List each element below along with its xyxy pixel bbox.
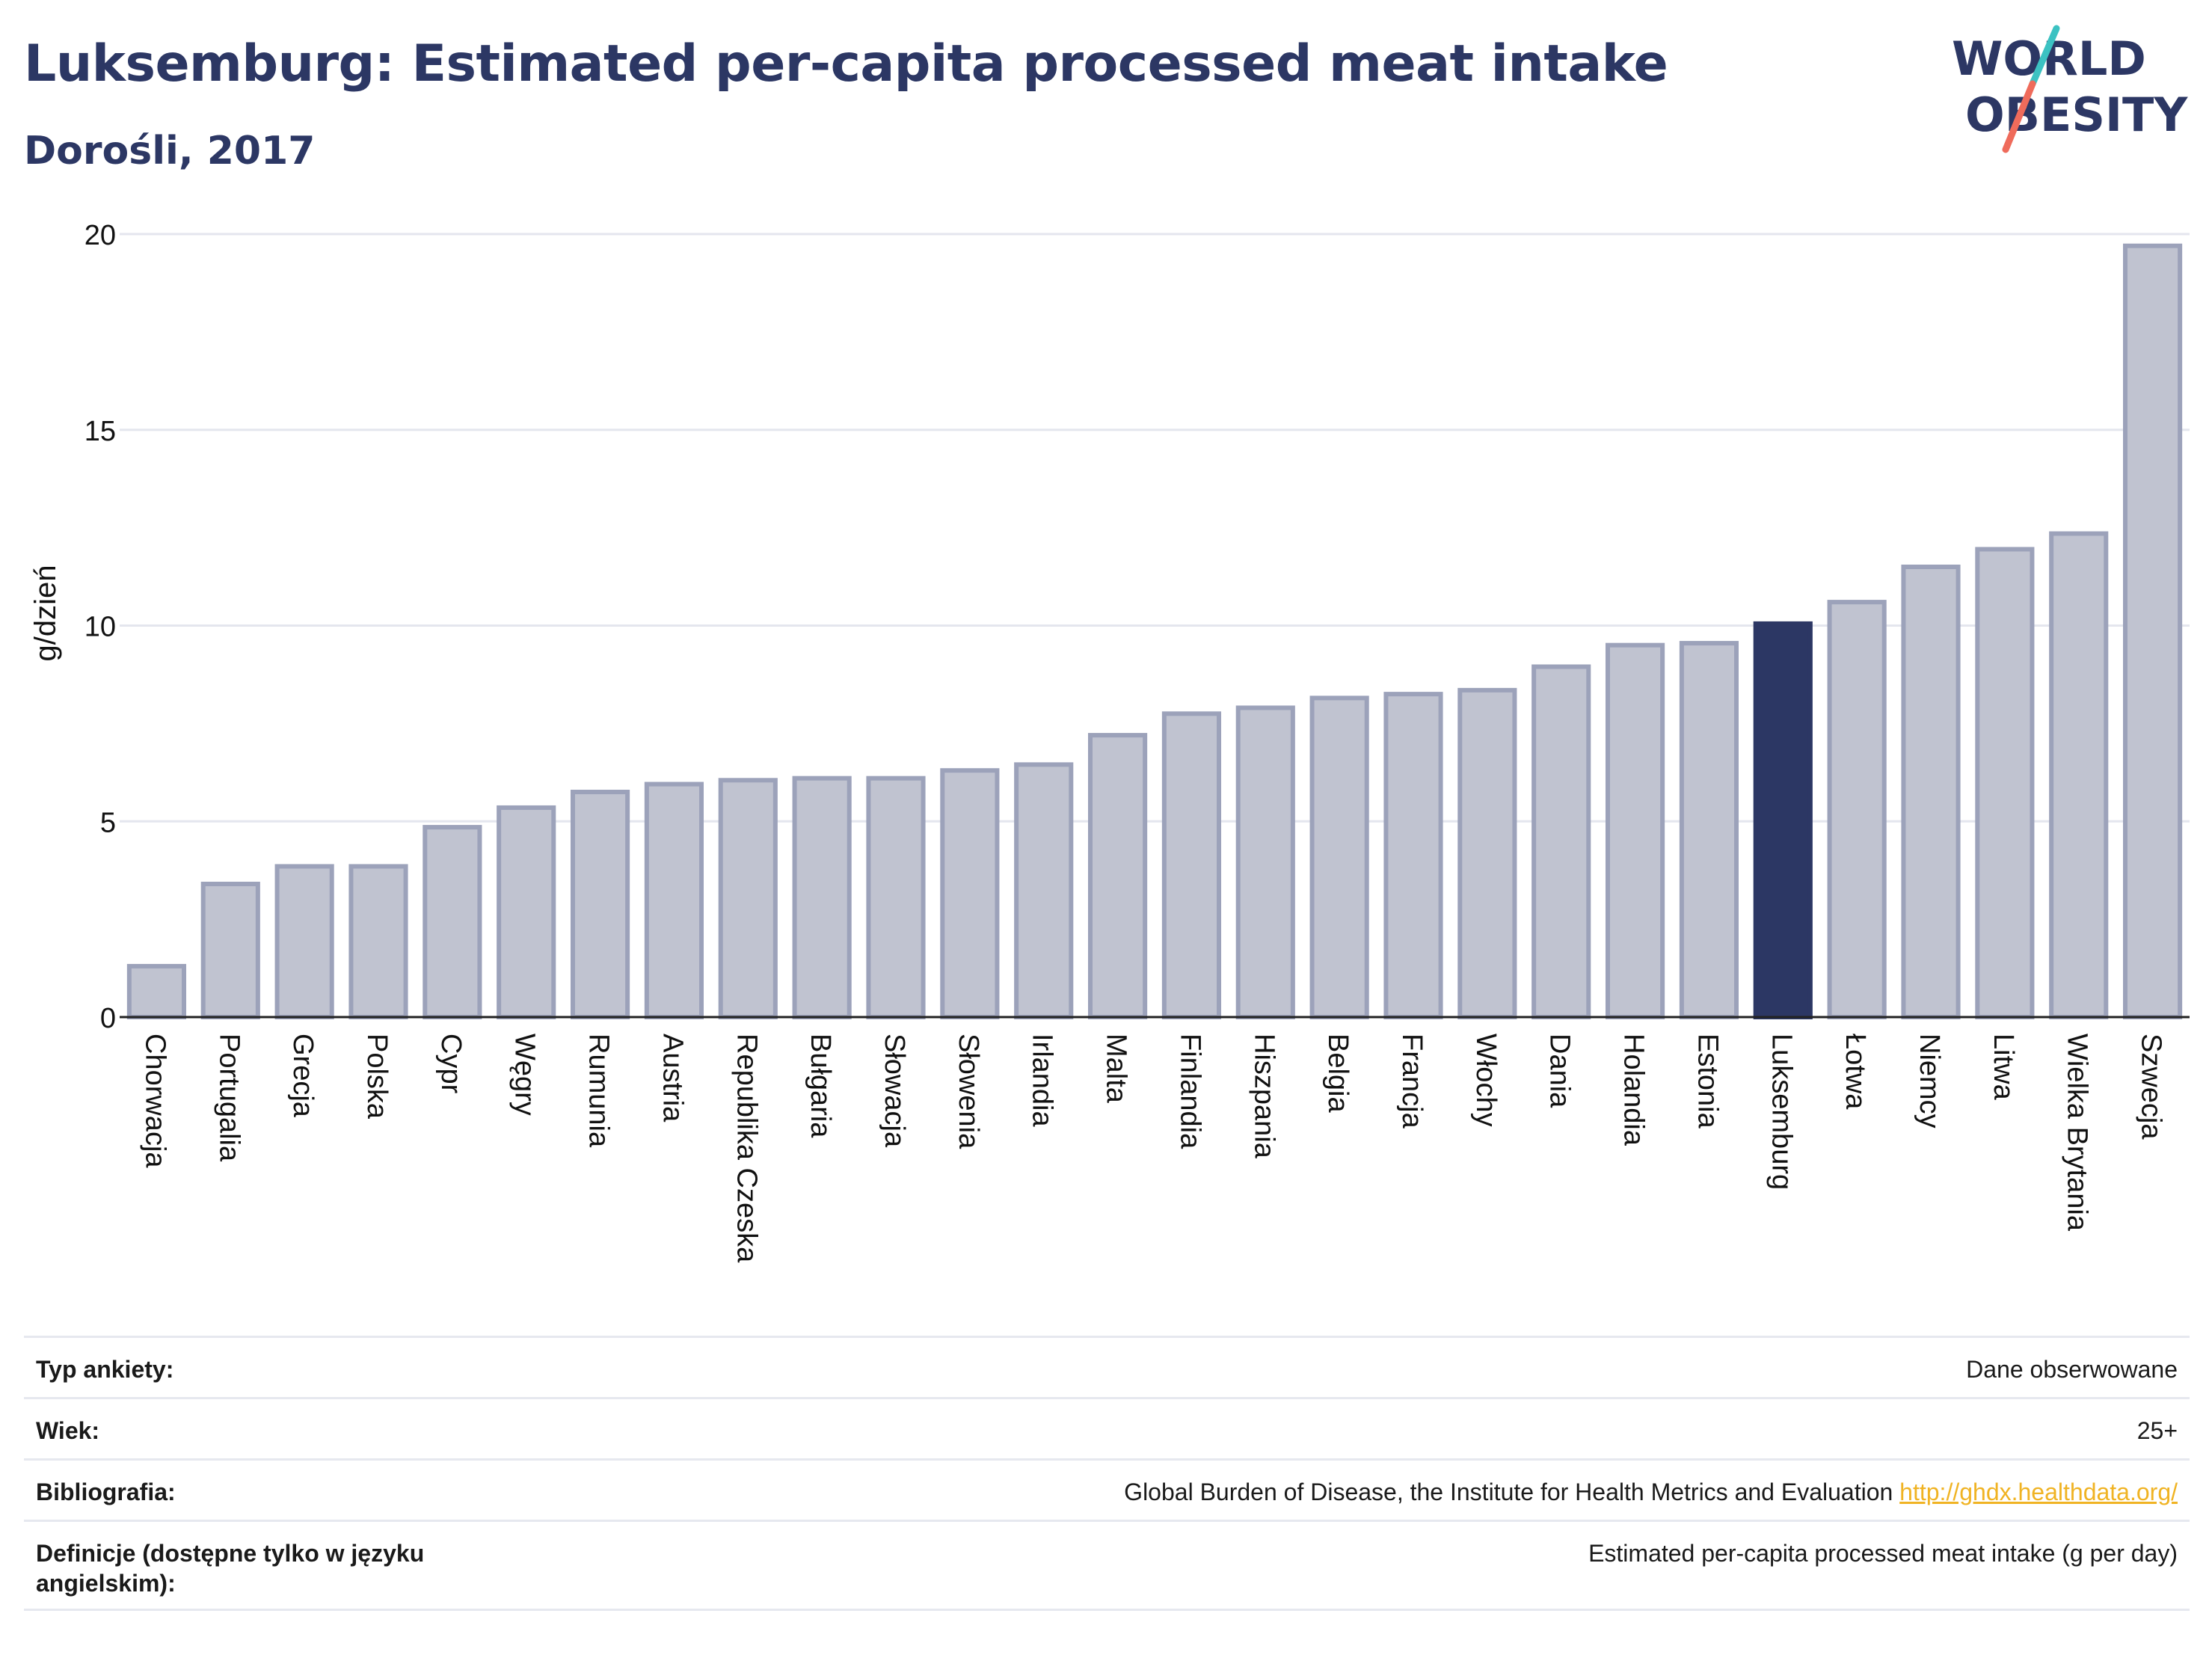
- x-tick-label: Łotwa: [1840, 1034, 1871, 1110]
- bar-chart: 0 5 10 15 20 Chorwacja Portugalia Grecja Polska…: [29, 220, 2190, 1263]
- meta-row: Typ ankiety: Dane obserwowane: [24, 1336, 2190, 1397]
- meta-value-text: Global Burden of Disease, the Institute …: [1124, 1479, 1893, 1505]
- y-tick-label: 10: [85, 612, 116, 643]
- x-tick-label: Słowacja: [879, 1034, 910, 1148]
- x-tick-label: Niemcy: [1914, 1034, 1945, 1129]
- bar-słowenia: [940, 768, 1000, 1019]
- logo-text-line2: OBESITY: [1965, 87, 2188, 142]
- x-tick-label: Luksemburg: [1766, 1034, 1797, 1190]
- bar-holandia: [1605, 642, 1665, 1019]
- y-tick-label: 5: [100, 807, 116, 838]
- logo-slash-top: [2029, 25, 2060, 87]
- x-tick-label: Wielka Brytania: [2062, 1034, 2093, 1232]
- x-tick-label: Grecja: [287, 1034, 319, 1118]
- x-tick-label: Dania: [1544, 1034, 1576, 1108]
- bar-włochy: [1457, 687, 1517, 1019]
- bar-szwecja: [2122, 243, 2183, 1020]
- bar-bułgaria: [792, 776, 852, 1019]
- y-axis-ticks: 0 5 10 15 20: [85, 220, 116, 1034]
- world-obesity-logo: WORLD OBESITY: [1952, 25, 2188, 153]
- x-tick-label: Cypr: [435, 1034, 467, 1094]
- bar-republika-czeska: [718, 778, 778, 1019]
- meta-label: Bibliografia:: [36, 1479, 176, 1505]
- x-tick-label: Hiszpania: [1248, 1034, 1279, 1159]
- y-tick-label: 20: [85, 220, 116, 251]
- meta-value: Global Burden of Disease, the Institute …: [1124, 1477, 2178, 1507]
- x-axis-labels: Chorwacja Portugalia Grecja Polska Cypr Węgry…: [139, 1034, 2166, 1263]
- x-tick-label: Finlandia: [1174, 1034, 1205, 1149]
- meta-value: Dane obserwowane: [1966, 1354, 2178, 1384]
- meta-value-text: 25+: [2136, 1417, 2178, 1444]
- x-tick-label: Szwecja: [2136, 1034, 2167, 1140]
- bar-estonia: [1679, 641, 1739, 1019]
- bar-litwa: [1975, 547, 2035, 1020]
- meta-row: Bibliografia: Global Burden of Disease, t…: [24, 1458, 2190, 1520]
- bar-słowacja: [866, 776, 926, 1019]
- logo-slash-bottom: [2002, 80, 2036, 153]
- x-tick-label: Rumunia: [583, 1034, 615, 1148]
- bars: [126, 243, 2183, 1020]
- bar-luksemburg: [1753, 621, 1813, 1019]
- bar-wielka-brytania: [2049, 531, 2109, 1020]
- x-tick-label: Węgry: [509, 1034, 541, 1116]
- meta-label: Definicje (dostępne tylko w języku angie…: [36, 1540, 425, 1597]
- chart-subtitle: Dorośli, 2017: [24, 129, 316, 174]
- meta-label: Wiek:: [36, 1417, 100, 1444]
- x-tick-label: Chorwacja: [139, 1034, 170, 1168]
- y-tick-label: 0: [100, 1003, 116, 1034]
- bar-malta: [1087, 733, 1148, 1020]
- x-tick-label: Austria: [657, 1034, 688, 1123]
- bar-irlandia: [1014, 762, 1074, 1020]
- meta-row: Definicje (dostępne tylko w języku angie…: [24, 1520, 2190, 1611]
- chart-title: Luksemburg: Estimated per-capita process…: [24, 34, 1668, 93]
- x-tick-label: Portugalia: [213, 1034, 245, 1162]
- metadata-table: Typ ankiety: Dane obserwowane Wiek: 25+ Bibl…: [24, 1336, 2190, 1611]
- x-tick-label: Irlandia: [1027, 1034, 1058, 1127]
- bar-belgia: [1309, 696, 1369, 1019]
- meta-row: Wiek: 25+: [24, 1397, 2190, 1458]
- x-tick-label: Litwa: [1988, 1034, 2019, 1101]
- bar-polska: [348, 864, 408, 1020]
- meta-label: Typ ankiety:: [36, 1356, 174, 1383]
- bar-chorwacja: [126, 963, 187, 1019]
- bar-dania: [1531, 664, 1591, 1020]
- bar-portugalia: [200, 882, 260, 1020]
- bar-hiszpania: [1235, 705, 1295, 1019]
- bar-austria: [644, 782, 704, 1020]
- source-link[interactable]: http://ghdx.healthdata.org/: [1899, 1479, 2178, 1505]
- x-tick-label: Estonia: [1692, 1034, 1723, 1129]
- meta-value-text: Estimated per-capita processed meat inta…: [1588, 1540, 2178, 1567]
- x-tick-label: Belgia: [1322, 1034, 1354, 1113]
- bar-niemcy: [1901, 564, 1961, 1020]
- x-tick-label: Republika Czeska: [731, 1034, 762, 1263]
- bar-cypr: [423, 825, 482, 1019]
- x-tick-label: Holandia: [1618, 1034, 1650, 1146]
- bar-łotwa: [1827, 600, 1887, 1019]
- x-tick-label: Francja: [1396, 1034, 1428, 1129]
- bar-grecja: [274, 864, 334, 1020]
- bar-rumunia: [570, 789, 630, 1019]
- bar-finlandia: [1161, 711, 1222, 1019]
- x-tick-label: Słowenia: [953, 1034, 984, 1149]
- bar-francja: [1383, 692, 1443, 1019]
- meta-value: 25+: [2137, 1416, 2178, 1446]
- x-tick-label: Włochy: [1470, 1034, 1502, 1127]
- meta-value-text: Dane obserwowane: [1966, 1356, 2178, 1383]
- y-axis-label: g/dzień: [29, 565, 62, 662]
- x-tick-label: Bułgaria: [805, 1034, 836, 1138]
- x-tick-label: Malta: [1101, 1034, 1132, 1104]
- x-tick-label: Polska: [361, 1034, 393, 1120]
- y-tick-label: 15: [85, 416, 116, 447]
- bar-węgry: [497, 805, 556, 1019]
- meta-value: Estimated per-capita processed meat inta…: [1588, 1538, 2178, 1568]
